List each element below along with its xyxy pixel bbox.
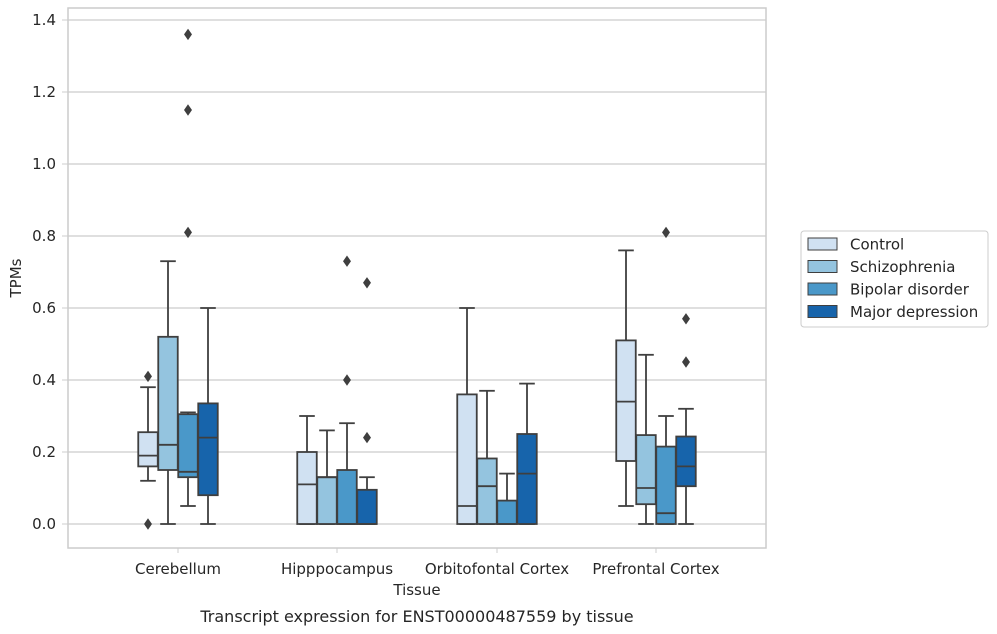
y-tick-label: 0.2 <box>32 443 56 461</box>
box-bipolar-disorder <box>496 472 518 525</box>
box-body <box>177 413 199 479</box>
box-major-depression <box>356 277 378 525</box>
y-tick-label: 1.4 <box>32 11 56 29</box>
outlier-point <box>682 313 690 325</box>
outlier-point <box>184 104 192 116</box>
outlier-point <box>343 255 351 267</box>
y-tick-label: 0.8 <box>32 227 56 245</box>
plot-area-frame <box>67 7 767 549</box>
legend: Control Schizophrenia Bipolar disorder Majo… <box>800 230 989 328</box>
outlier-point <box>184 28 192 41</box>
outlier-point <box>363 431 371 444</box>
y-tick-label: 0.4 <box>32 371 56 389</box>
x-tick-label: Cerebellum <box>135 560 221 578</box>
box-body <box>615 339 637 462</box>
y-tick-label: 0.6 <box>32 299 56 317</box>
box-body <box>197 402 219 497</box>
y-tick-label: 1.0 <box>32 155 56 173</box>
x-tick-label: Prefrontal Cortex <box>592 560 719 578</box>
box-control <box>137 370 159 530</box>
legend-label: Control <box>850 236 904 254</box>
legend-label: Bipolar disorder <box>850 281 970 299</box>
y-tick-label: 1.2 <box>32 83 56 101</box>
boxes <box>137 28 697 530</box>
outlier-point <box>343 374 351 386</box>
outlier-point <box>682 356 690 368</box>
y-axis-label: TPMs <box>7 258 25 298</box>
box-bipolar-disorder <box>336 255 358 525</box>
outlier-point <box>662 226 670 239</box>
outlier-point <box>144 370 152 383</box>
box-major-depression <box>675 313 697 525</box>
box-schizophrenia <box>157 260 179 525</box>
box-control <box>456 307 478 525</box>
box-body <box>316 476 338 525</box>
legend-swatch <box>807 305 838 318</box>
legend-frame <box>800 230 989 328</box>
outlier-point <box>363 277 371 289</box>
box-body <box>516 433 538 525</box>
box-body <box>635 434 657 506</box>
box-bipolar-disorder <box>177 28 199 507</box>
box-major-depression <box>197 307 219 525</box>
x-tick-label: Orbitofontal Cortex <box>425 560 569 578</box>
legend-swatch <box>807 282 838 296</box>
box-body <box>137 431 159 468</box>
y-tick-label: 0.0 <box>32 515 56 533</box>
box-major-depression <box>516 382 538 525</box>
outlier-point <box>184 226 192 239</box>
box-body <box>157 335 179 471</box>
y-axis-ticks: 0.0 0.2 0.4 0.6 0.8 1.0 1.2 1.4 <box>32 11 68 533</box>
box-control <box>615 249 637 507</box>
legend-label: Schizophrenia <box>850 258 955 276</box>
box-control <box>296 415 318 525</box>
legend-swatch <box>807 260 838 273</box>
box-schizophrenia <box>316 429 338 525</box>
box-body <box>336 469 358 525</box>
x-tick-label: Hipppocampus <box>281 560 393 578</box>
x-axis-ticks: Cerebellum Hipppocampus Orbitofontal Corte… <box>135 548 720 578</box>
box-body <box>356 488 378 525</box>
box-bipolar-disorder <box>655 226 677 525</box>
x-axis-label: Tissue <box>392 581 440 599</box>
box-body <box>496 499 518 525</box>
chart-caption: Transcript expression for ENST0000048755… <box>199 607 633 626</box>
box-body <box>456 393 478 525</box>
box-body <box>296 451 318 525</box>
box-schizophrenia <box>476 389 498 525</box>
legend-swatch <box>807 237 838 251</box>
outlier-point <box>144 518 152 530</box>
box-body <box>476 457 498 525</box>
legend-label: Major depression <box>850 303 978 321</box>
box-body <box>675 435 697 488</box>
